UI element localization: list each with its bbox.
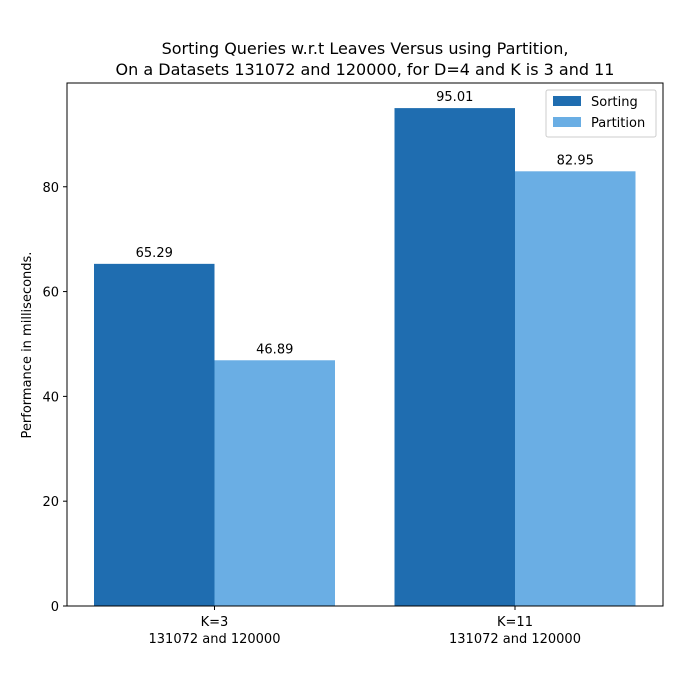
y-tick-label-20: 20 [42,495,59,510]
legend-label-sorting: Sorting [591,95,638,110]
legend-swatch-partition [553,117,581,127]
bar-partition-1 [214,360,335,606]
y-axis-label: Performance in milliseconds. [20,252,35,439]
y-tick-label-0: 0 [51,600,59,615]
data-label-partition-2: 82.95 [557,153,594,168]
y-tick-label-40: 40 [42,390,59,405]
chart-title-line-2: On a Datasets 131072 and 120000, for D=4… [116,60,615,79]
legend-swatch-sorting [553,96,581,106]
bar-partition-2 [515,171,636,606]
data-label-sorting-1: 65.29 [136,246,173,261]
plot-area: 65.29 95.01 46.89 82.95 0 20 40 60 80 K=3 131072 a… [42,82,664,647]
legend-label-partition: Partition [591,116,645,131]
x-tick-label-1-line-1: K=3 [201,615,229,630]
x-tick-label-2-line-2: 131072 and 120000 [449,632,581,647]
chart-title-line-1: Sorting Queries w.r.t Leaves Versus usin… [162,39,569,58]
bar-sorting-1 [94,263,215,606]
data-label-sorting-2: 95.01 [436,90,473,105]
y-tick-label-80: 80 [42,181,59,196]
x-tick-label-2-line-1: K=11 [497,615,533,630]
y-tick-label-60: 60 [42,286,59,301]
data-label-partition-1: 46.89 [256,342,293,357]
bar-sorting-2 [394,108,515,607]
x-tick-label-1-line-2: 131072 and 120000 [149,632,281,647]
plot-frame [66,82,664,607]
